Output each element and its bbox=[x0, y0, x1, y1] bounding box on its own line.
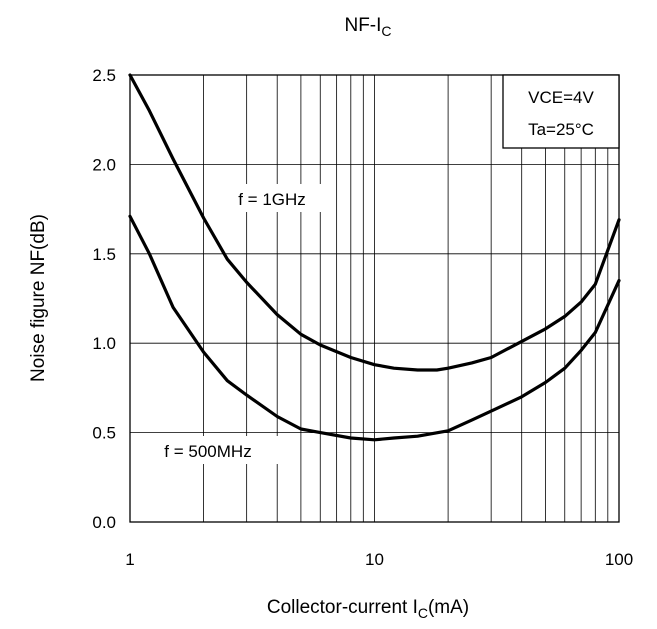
chart-title: NF-IC bbox=[344, 15, 391, 39]
y-tick-label: 2.5 bbox=[92, 66, 116, 85]
grid-lines bbox=[130, 75, 619, 522]
x-axis-label: Collector-current IC(mA) bbox=[267, 597, 469, 621]
series-lines bbox=[128, 73, 621, 442]
chart-title-main: NF-I bbox=[344, 15, 381, 36]
series-label-500mhz-background bbox=[138, 436, 280, 464]
x-axis-label-subscript: C bbox=[418, 605, 428, 621]
x-tick-labels: 1 10 100 bbox=[125, 550, 633, 569]
series-label-500mhz-text: f = 500MHz bbox=[164, 442, 251, 461]
y-tick-label: 0.5 bbox=[92, 424, 116, 443]
condition-ta: Ta=25°C bbox=[528, 120, 594, 139]
x-tick-label: 1 bbox=[125, 550, 134, 569]
y-axis-label: Noise figure NF(dB) bbox=[28, 214, 49, 382]
x-tick-label: 100 bbox=[605, 550, 633, 569]
x-axis-label-main: Collector-current I bbox=[267, 597, 418, 618]
conditions-box-frame bbox=[502, 74, 620, 149]
series-line-1ghz bbox=[128, 73, 621, 372]
x-axis-label-unit: (mA) bbox=[428, 597, 469, 618]
condition-vce: VCE=4V bbox=[528, 88, 594, 107]
series-label-1ghz-background bbox=[214, 184, 330, 212]
plot-frame bbox=[129, 74, 620, 523]
conditions-box: VCE=4V Ta=25°C bbox=[502, 74, 620, 149]
chart-title-subscript: C bbox=[381, 23, 391, 39]
x-tick-label: 10 bbox=[365, 550, 384, 569]
series-label-1ghz-text: f = 1GHz bbox=[238, 190, 306, 209]
y-tick-label: 0.0 bbox=[92, 513, 116, 532]
y-tick-label: 1.5 bbox=[92, 245, 116, 264]
series-label-500mhz: f = 500MHz bbox=[138, 436, 280, 464]
y-tick-labels: 0.0 0.5 1.0 1.5 2.0 2.5 bbox=[92, 66, 116, 532]
series-label-1ghz: f = 1GHz bbox=[214, 184, 330, 212]
series-line-500mhz bbox=[128, 214, 621, 442]
y-tick-label: 1.0 bbox=[92, 334, 116, 353]
y-tick-label: 2.0 bbox=[92, 155, 116, 174]
